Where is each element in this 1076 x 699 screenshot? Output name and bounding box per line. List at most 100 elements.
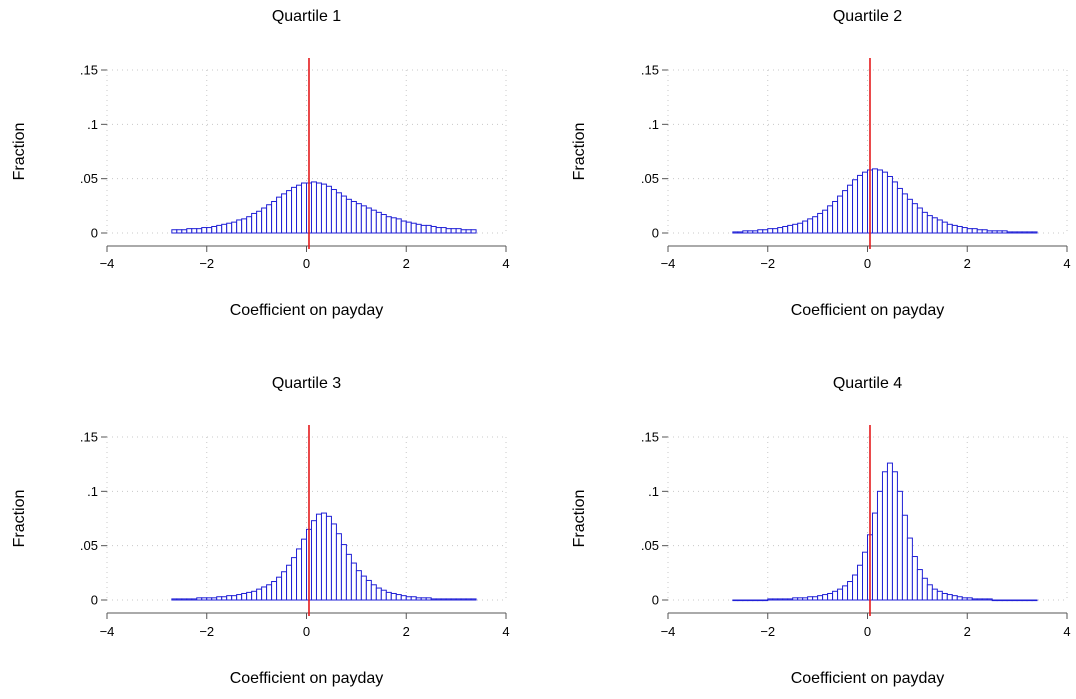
histogram-bar (465, 598, 472, 601)
histogram-bar (916, 207, 923, 234)
histogram-bar (301, 182, 308, 234)
x-axis-label: Coefficient on payday (230, 302, 384, 319)
histogram-bar (350, 200, 357, 234)
histogram-bar (340, 195, 347, 234)
histogram-bar (206, 597, 213, 601)
histogram-bar (470, 598, 477, 601)
histogram-bar (221, 596, 228, 601)
histogram-bar (1016, 599, 1023, 602)
histogram-bar (216, 224, 223, 234)
histogram-bar (196, 228, 203, 234)
x-tick-label: 2 (964, 256, 971, 271)
histogram-bar (455, 228, 462, 234)
histogram-bar (946, 223, 953, 234)
histogram-bar (991, 599, 998, 602)
histogram-bar (430, 598, 437, 601)
histogram-bar (956, 225, 963, 234)
x-tick-label: 0 (864, 624, 871, 639)
histogram-bar (435, 227, 442, 234)
histogram-bar (350, 562, 357, 601)
histogram-bar (296, 548, 303, 601)
histogram-bar (762, 229, 769, 234)
histogram-bar (415, 223, 422, 234)
histogram-bar (876, 169, 883, 234)
histogram-bar (921, 211, 928, 234)
histogram-bar (390, 592, 397, 601)
histogram-bar (802, 597, 809, 601)
histogram-bar (430, 225, 437, 234)
y-tick-label: 0 (91, 226, 98, 241)
y-tick-label: .05 (80, 171, 98, 186)
histogram-bar (966, 228, 973, 234)
histogram-bar (201, 227, 208, 234)
histogram-bar (936, 219, 943, 234)
panel-3: Quartile 3 0 .05 .1 .15 −4 −2 0 2 4 Coefficient on… (11, 375, 510, 687)
histogram-bar (911, 203, 918, 234)
histogram-bar (241, 592, 248, 601)
x-tick-label: −2 (760, 624, 775, 639)
histogram-bar (862, 551, 869, 601)
histogram-bar (395, 218, 402, 234)
histogram-bar (345, 198, 352, 234)
histogram-bar (837, 195, 844, 234)
histogram-bar (1001, 599, 1008, 602)
histogram-bar (1011, 231, 1018, 234)
histogram-bar (871, 512, 878, 601)
x-axis-label: Coefficient on payday (791, 670, 945, 687)
x-tick-label: 0 (303, 624, 310, 639)
histogram-bar (440, 598, 447, 601)
histogram-bar (186, 598, 193, 601)
histogram-bar (996, 230, 1003, 234)
histogram-bar (886, 462, 893, 601)
histogram-bar (370, 209, 377, 234)
histogram-bar (941, 592, 948, 601)
histogram-bar (792, 597, 799, 601)
histogram-bar (802, 220, 809, 234)
histogram-bar (360, 205, 367, 234)
y-axis-label: Fraction (11, 123, 28, 181)
histogram-bar (281, 193, 288, 234)
histogram-bar (181, 598, 188, 601)
panel-title: Quartile 4 (833, 375, 902, 392)
histogram-bar (450, 228, 457, 234)
histogram-bar (777, 227, 784, 234)
histogram-bar (837, 588, 844, 601)
histogram-bar (737, 231, 744, 234)
histogram-bar (896, 187, 903, 234)
histogram-bar (787, 224, 794, 234)
histogram-bar (315, 513, 322, 601)
histogram-bar (231, 595, 238, 601)
histogram-bar (176, 598, 183, 601)
histogram-bar (271, 200, 278, 234)
x-axis-label: Coefficient on payday (791, 302, 945, 319)
histogram-bar (246, 216, 253, 234)
x-tick-label: 4 (1063, 624, 1070, 639)
histogram-bar (981, 598, 988, 601)
histogram-bar (191, 598, 198, 601)
histogram-bar (231, 221, 238, 234)
x-tick-label: −4 (661, 624, 676, 639)
histogram-bar (857, 564, 864, 601)
histogram-bar (301, 538, 308, 601)
x-tick-label: 4 (502, 256, 509, 271)
histogram-bar (876, 490, 883, 601)
histogram-bar (390, 217, 397, 234)
histogram-bar (315, 182, 322, 234)
histogram-bar (251, 212, 258, 234)
histogram-bar (732, 231, 739, 234)
histogram-bar (862, 171, 869, 234)
y-tick-label: .05 (641, 538, 659, 553)
histogram-bar (335, 192, 342, 234)
histogram-bar (435, 598, 442, 601)
histogram-bar (812, 596, 819, 601)
histogram-bar (857, 174, 864, 234)
y-axis-label: Fraction (11, 490, 28, 548)
histogram-bar (832, 590, 839, 601)
histogram-bar (335, 533, 342, 601)
histogram-bar (355, 203, 362, 234)
y-tick-label: 0 (652, 226, 659, 241)
x-tick-label: 0 (303, 256, 310, 271)
histogram-bar (380, 214, 387, 234)
histogram-bar (732, 599, 739, 602)
histogram-bar (827, 592, 834, 601)
